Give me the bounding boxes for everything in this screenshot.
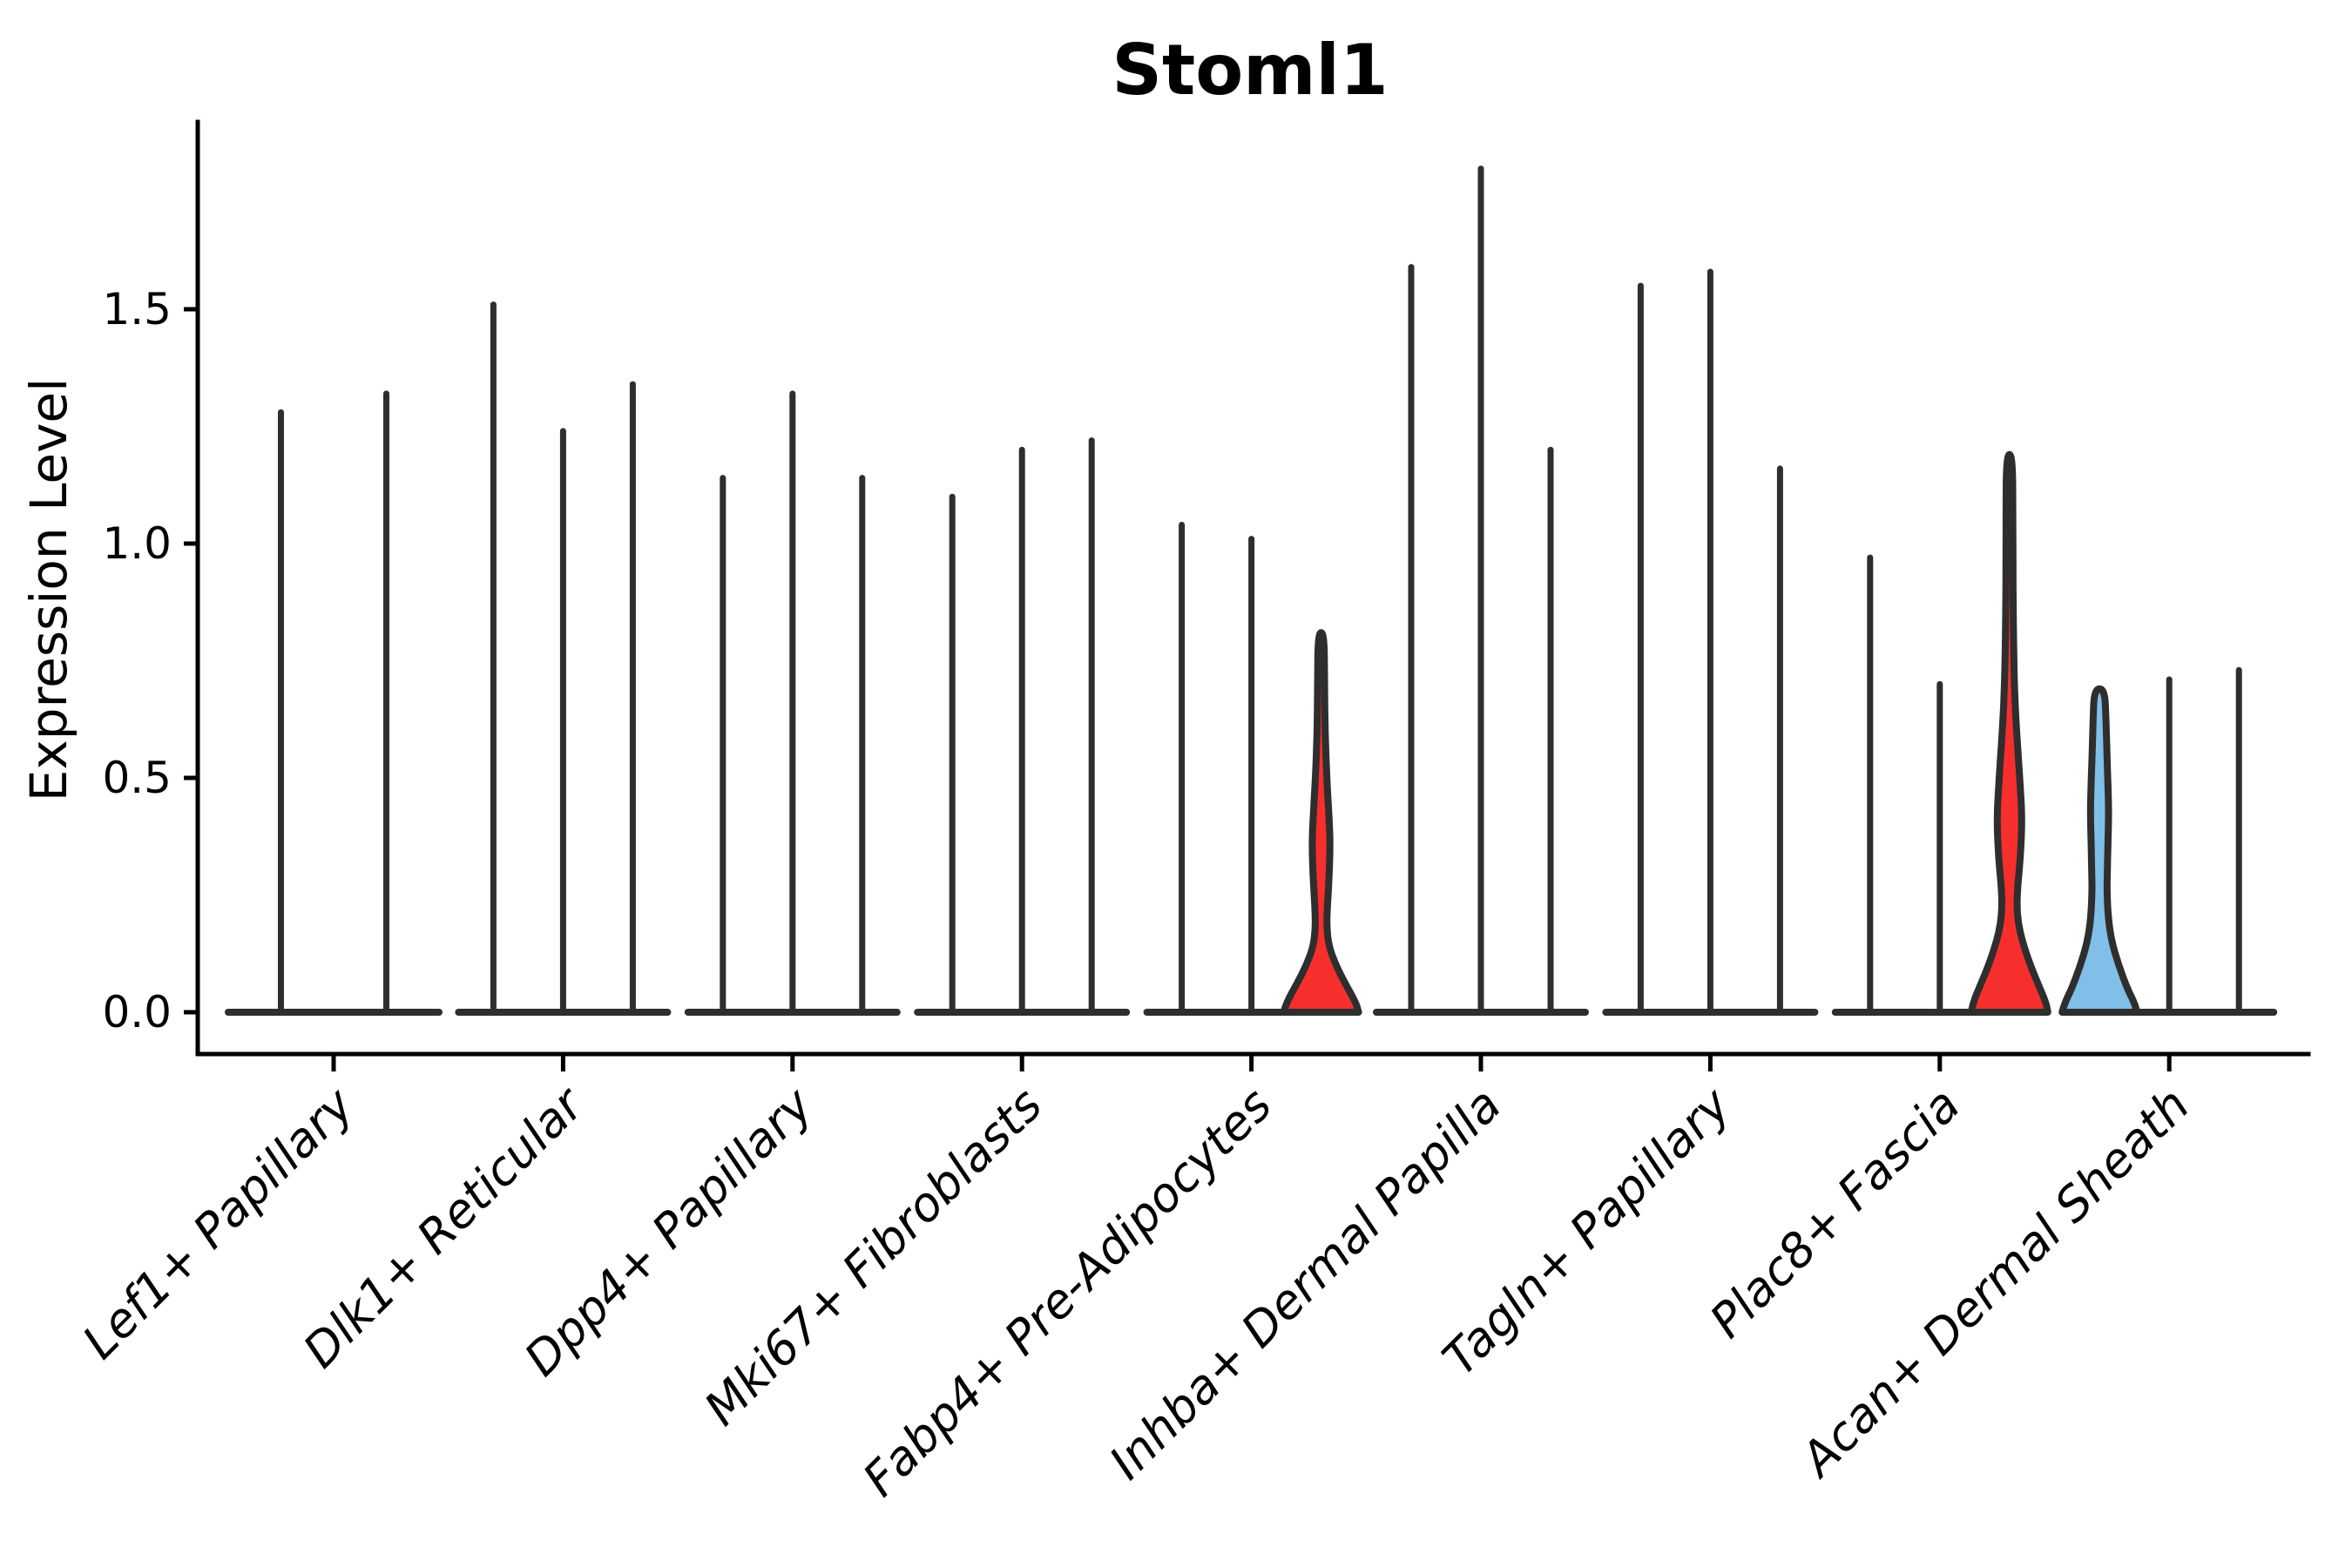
y-tick-label: 1.5 [102, 284, 172, 335]
violin-filled [1967, 450, 2051, 1016]
violin-filled [1280, 629, 1362, 1016]
x-tick-label: Acan+ Dermal Sheath [1788, 1078, 2200, 1489]
chart-title: Stoml1 [1112, 30, 1388, 111]
y-axis-label: Expression Level [19, 378, 78, 801]
violin-filled [2058, 685, 2141, 1016]
y-tick-label: 0.5 [102, 753, 172, 803]
axes-spines [195, 119, 2311, 1057]
y-tick-label: 1.0 [102, 518, 172, 569]
x-tick-label: Inhba+ Dermal Papilla [1098, 1078, 1511, 1490]
y-tick-label: 0.0 [102, 987, 172, 1037]
x-tick-label: Fabp4+ Pre-Adipocytes [852, 1078, 1281, 1507]
